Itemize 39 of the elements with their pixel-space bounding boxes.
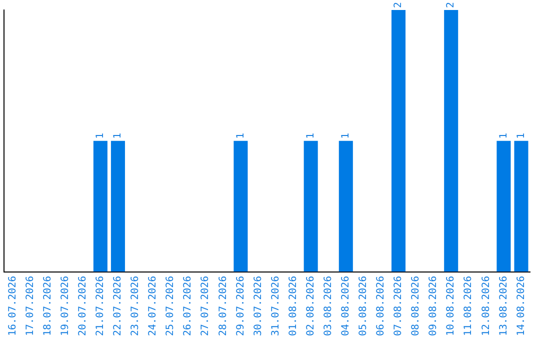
x-tick-label: 19.07.2026 [60, 276, 71, 336]
x-tick-label: 28.07.2026 [218, 276, 229, 336]
x-tick-label: 16.07.2026 [7, 276, 18, 336]
data-label: 2 [393, 2, 404, 8]
x-tick-label: 04.08.2026 [340, 276, 352, 336]
data-label: 2 [446, 2, 457, 8]
x-tick-label: 24.07.2026 [148, 276, 159, 336]
x-tick-label: 20.07.2026 [77, 276, 88, 336]
x-tick-label: 01.08.2026 [288, 276, 299, 336]
x-tick-label: 14.08.2026 [516, 276, 527, 336]
x-tick-label: 03.08.2026 [322, 276, 334, 336]
x-tick-label: 07.08.2026 [393, 276, 404, 336]
x-tick-label: 29.07.2026 [235, 276, 246, 336]
data-label: 1 [498, 132, 510, 139]
x-tick-label: 09.08.2026 [428, 276, 440, 336]
x-tick-label: 23.07.2026 [130, 276, 142, 336]
data-label: 1 [235, 132, 246, 139]
x-tick-label: 10.08.2026 [446, 276, 457, 336]
x-tick-label: 12.08.2026 [480, 276, 492, 336]
x-tick-label: 17.07.2026 [24, 276, 36, 336]
x-tick-label: 27.07.2026 [200, 276, 212, 336]
x-tick-label: 22.07.2026 [112, 276, 124, 336]
data-label: 1 [340, 132, 352, 139]
data-label: 1 [112, 132, 124, 139]
data-label: 1 [516, 132, 527, 139]
x-tick-label: 05.08.2026 [358, 276, 370, 336]
x-tick-label: 30.07.2026 [252, 276, 264, 336]
x-tick-label: 13.08.2026 [498, 276, 510, 336]
data-label: 1 [95, 132, 106, 139]
data-label: 1 [305, 132, 316, 139]
x-tick-label: 26.07.2026 [182, 276, 194, 336]
x-tick-label: 06.08.2026 [376, 276, 387, 336]
x-tick-label: 08.08.2026 [410, 276, 422, 336]
x-tick-label: 21.07.2026 [95, 276, 106, 336]
x-tick-label: 02.08.2026 [305, 276, 316, 336]
x-tick-label: 18.07.2026 [42, 276, 54, 336]
x-tick-label: 31.07.2026 [270, 276, 282, 336]
x-tick-label: 25.07.2026 [165, 276, 176, 336]
x-tick-label: 11.08.2026 [463, 276, 474, 336]
